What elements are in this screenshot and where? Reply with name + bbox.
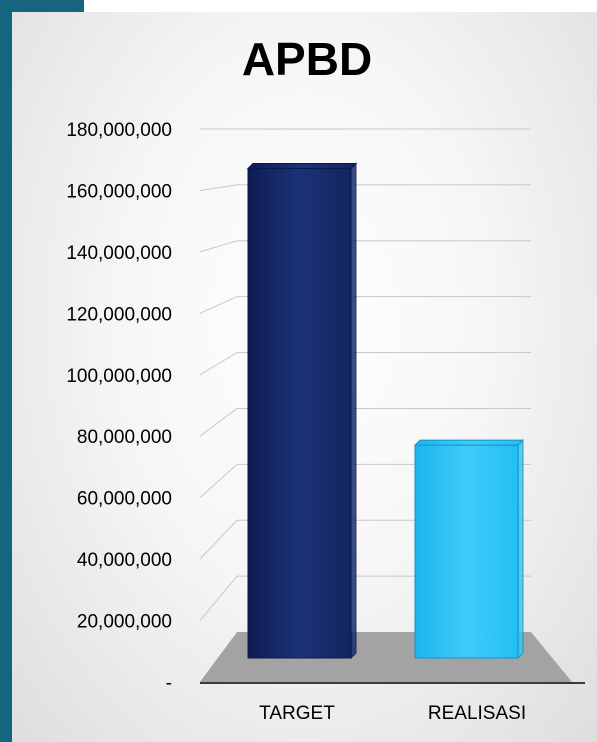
y-tick-label: - bbox=[166, 673, 172, 694]
y-tick-label: 180,000,000 bbox=[66, 120, 172, 141]
bar-series bbox=[246, 162, 525, 660]
chart-svg: APBD - 20,000,000 40,000,000 60,000,000 80,0… bbox=[66, 33, 585, 724]
y-tick-label: 20,000,000 bbox=[77, 612, 172, 633]
y-tick-label: 100,000,000 bbox=[66, 366, 172, 387]
grid-line-diag bbox=[199, 408, 238, 437]
grid-line-diag bbox=[199, 575, 238, 621]
y-axis-ticks: - 20,000,000 40,000,000 60,000,000 80,000,00… bbox=[66, 120, 172, 694]
frame-accent bbox=[0, 0, 12, 742]
y-tick-label: 160,000,000 bbox=[66, 181, 172, 202]
y-tick-label: 120,000,000 bbox=[66, 304, 172, 325]
x-category-label: REALISASI bbox=[428, 703, 526, 724]
grid-line-diag bbox=[199, 352, 238, 376]
grid-line-diag bbox=[199, 296, 238, 314]
y-tick-label: 40,000,000 bbox=[77, 550, 172, 571]
grid-line-diag bbox=[199, 463, 238, 499]
top-strip-notch bbox=[12, 0, 84, 12]
chart-title: APBD bbox=[242, 33, 372, 85]
y-tick-label: 60,000,000 bbox=[77, 489, 172, 510]
grid-line-diag bbox=[199, 519, 238, 560]
bar-target bbox=[246, 162, 358, 660]
grid-line-diag bbox=[199, 240, 238, 253]
chart-panel: APBD - 20,000,000 40,000,000 60,000,000 80,0… bbox=[12, 12, 597, 742]
top-strip bbox=[12, 0, 597, 12]
grid-line-diag bbox=[199, 184, 238, 191]
x-category-label: TARGET bbox=[259, 703, 335, 724]
bar-realisasi bbox=[413, 438, 525, 660]
y-tick-label: 140,000,000 bbox=[66, 243, 172, 264]
y-tick-label: 80,000,000 bbox=[77, 427, 172, 448]
x-axis-labels: TARGET REALISASI bbox=[259, 703, 526, 724]
